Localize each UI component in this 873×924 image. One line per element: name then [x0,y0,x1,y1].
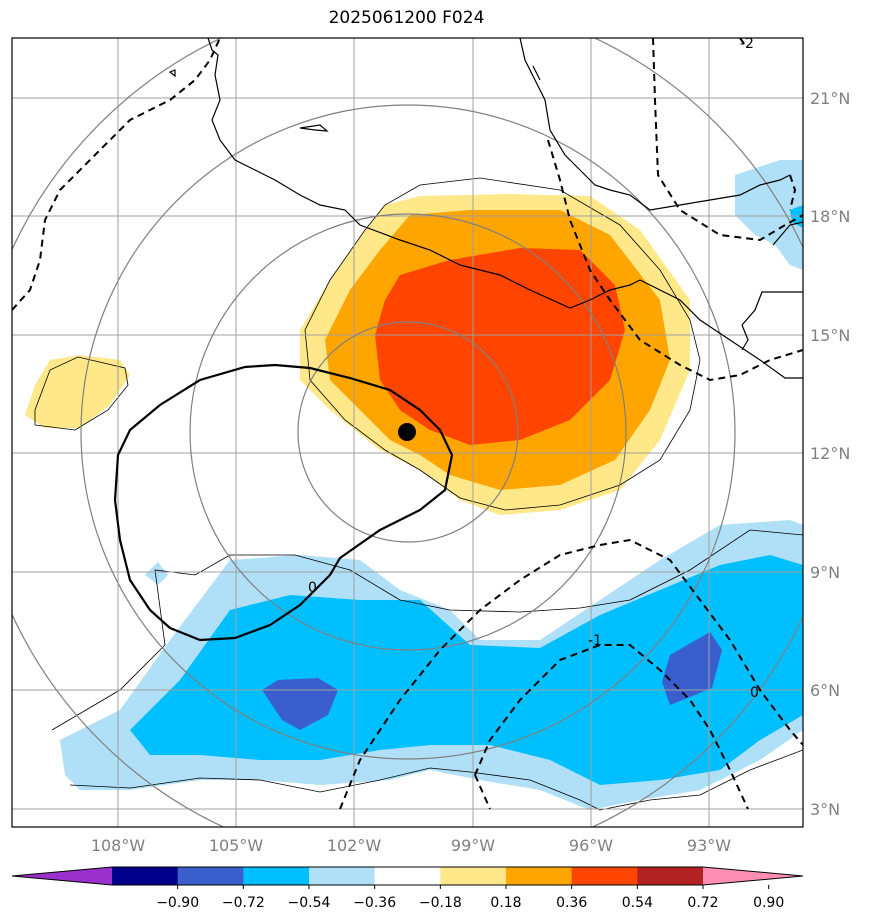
colorbar-bin [506,867,573,885]
colorbar-outline [11,866,804,886]
lat-label-6n: 6°N [810,681,840,700]
coastline [168,38,803,379]
colorbar-bin [637,867,704,885]
map-frame [11,37,804,828]
lon-label-102w: 102°W [327,836,382,855]
colorbar-extend-low [12,867,112,885]
colorbar-tick-label: 0.90 [753,895,784,911]
positive-fill-0.54 [375,248,625,445]
lat-label-15n: 15°N [810,326,850,345]
colorbar-tick-label: 0.18 [490,895,521,911]
lat-label-21n: 21°N [810,89,850,108]
colorbar-extend-high [703,867,803,885]
colorbar-bin [112,867,179,885]
negative-fill-0.18-gulf [735,160,803,270]
colorbar-bin [374,867,441,885]
contour-outline-upper [304,177,701,511]
colorbar-bin [177,867,244,885]
contour-label-0-left: 0 [308,580,317,596]
colorbar-tick-label: 0.36 [556,895,587,911]
colorbar-tick-label: 0.54 [622,895,653,911]
colorbar-bin [309,867,376,885]
contour-outline-left [34,356,129,431]
lon-labels: 108°W 105°W 102°W 99°W 96°W 93°W [91,836,731,855]
colorbar: −0.90 −0.72 −0.54 −0.36 −0.18 0.18 0.36 0.54 0.7… [11,866,804,911]
colorbar-tick-label: −0.90 [156,895,199,911]
negative-fill-0.54-left [262,678,338,730]
lat-label-18n: 18°N [810,207,850,226]
contour-label-neg2: -2 [740,36,754,52]
dashed-contours [12,38,803,810]
zero-contour [113,363,454,642]
colorbar-tick-label: −0.54 [288,895,331,911]
contour-outline-bottom [69,749,803,811]
lat-labels: 21°N 18°N 15°N 12°N 9°N 6°N 3°N [810,89,850,819]
distance-rings [12,38,803,827]
lon-label-108w: 108°W [91,836,146,855]
contour-outline-lower [51,529,803,731]
lat-lon-grid [12,38,803,827]
map-area [12,38,803,827]
lat-label-9n: 9°N [810,563,840,582]
contour-labels: 0 -1 0 -2 [308,36,759,701]
lon-label-96w: 96°W [569,836,613,855]
colorbar-tick-label: −0.36 [353,895,396,911]
colorbar-tick-label: −0.72 [222,895,265,911]
lon-label-93w: 93°W [687,836,731,855]
colorbar-tick-label: −0.18 [419,895,462,911]
lat-label-12n: 12°N [810,444,850,463]
lon-label-99w: 99°W [451,836,495,855]
plot-title: 2025061200 F024 [328,8,485,28]
positive-fill-left [25,355,130,428]
colorbar-tick-label: 0.72 [687,895,718,911]
colorbar-bin [243,867,310,885]
contour-label-0-right: 0 [750,685,759,701]
negative-fill-0.18-small [145,562,168,585]
lon-label-105w: 105°W [209,836,264,855]
storm-center-marker [398,423,416,441]
colorbar-bin [440,867,507,885]
lat-label-3n: 3°N [810,800,840,819]
colorbar-bin [571,867,638,885]
contour-label-neg1: -1 [588,633,602,649]
